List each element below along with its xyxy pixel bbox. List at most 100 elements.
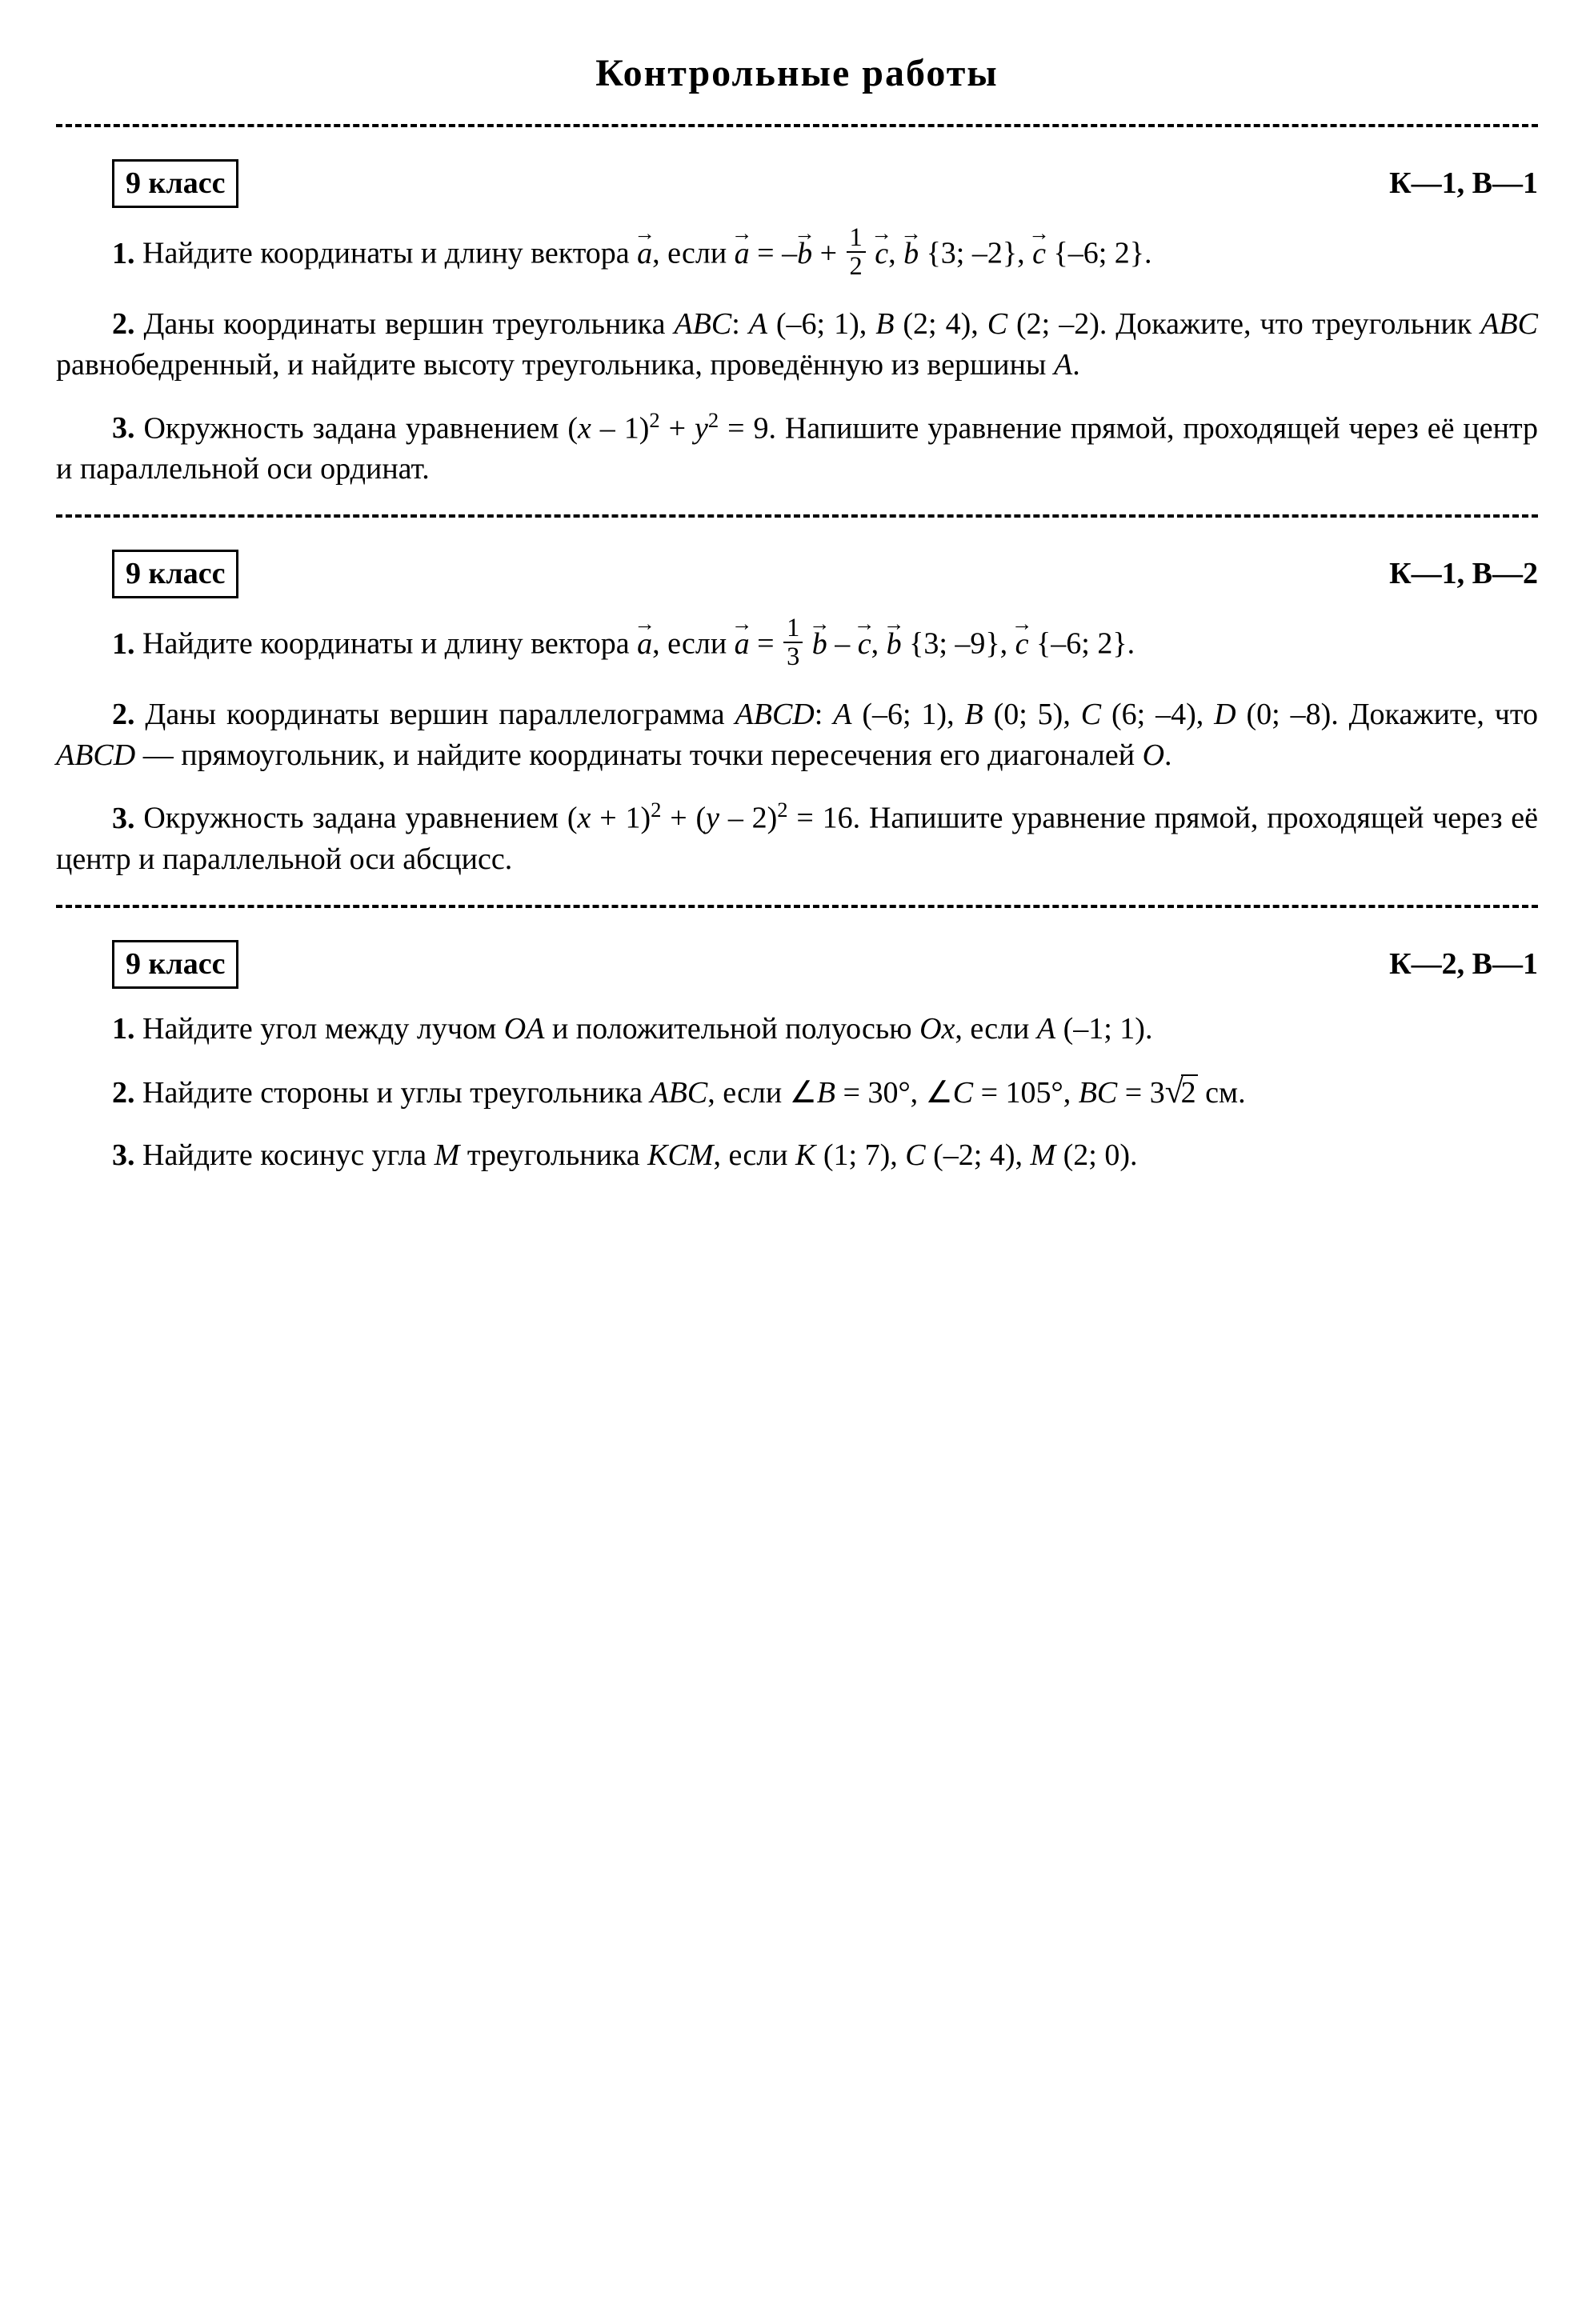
math-var: A — [749, 307, 767, 341]
math-var: OA — [504, 1012, 545, 1046]
text: {3; –9}, — [902, 627, 1015, 661]
text: = 3 — [1117, 1076, 1164, 1110]
text: , если — [714, 1138, 795, 1172]
problem: 3. Окружность задана уравнением (x + 1)2… — [56, 796, 1538, 880]
text: см. — [1198, 1076, 1246, 1110]
text: Найдите косинус угла — [142, 1138, 435, 1172]
text: (2; 4), — [894, 307, 987, 341]
text: (0; –8). Докажите, что — [1236, 698, 1538, 731]
vector-b: b — [812, 624, 827, 665]
math-var: ABC — [674, 307, 731, 341]
text: (6; –4), — [1101, 698, 1214, 731]
vector-b: b — [887, 624, 902, 665]
math-var: x — [578, 411, 591, 445]
divider — [56, 124, 1538, 127]
text: – 1) — [591, 411, 650, 445]
variant-label: К—2, В—1 — [1389, 944, 1538, 985]
text: равнобедренный, и найдите высоту треугол… — [56, 348, 1054, 382]
section-header: 9 класс К—2, В—1 — [56, 940, 1538, 1009]
text: Окружность задана уравнением ( — [143, 802, 577, 835]
text: Найдите координаты и длину вектора — [142, 627, 637, 661]
math-var: B — [875, 307, 894, 341]
divider — [56, 905, 1538, 908]
superscript: 2 — [777, 798, 787, 822]
fraction: 13 — [783, 614, 803, 670]
problem: 2. Даны координаты вершин параллелограмм… — [56, 694, 1538, 777]
problem-number: 2. — [56, 698, 135, 731]
text: (1; 7), — [815, 1138, 905, 1172]
math-var: A — [1054, 348, 1072, 382]
superscript: 2 — [708, 408, 719, 432]
divider — [56, 514, 1538, 518]
math-var: C — [1081, 698, 1101, 731]
problem-number: 2. — [56, 307, 135, 341]
text: , если — [652, 627, 734, 661]
math-var: KCM — [647, 1138, 713, 1172]
grade-box: 9 класс — [112, 940, 238, 989]
text: , если — [955, 1012, 1036, 1046]
problem-number: 1. — [56, 1012, 135, 1046]
math-var: Ox — [919, 1012, 955, 1046]
math-var: y — [695, 411, 708, 445]
problem-number: 2. — [56, 1076, 135, 1110]
math-var: K — [795, 1138, 815, 1172]
text: Окружность задана уравнением ( — [143, 411, 578, 445]
text: Найдите угол между лучом — [142, 1012, 504, 1046]
text: {3; –2}, — [919, 237, 1032, 270]
math-var: A — [1037, 1012, 1055, 1046]
math-var: B — [817, 1076, 835, 1110]
math-var: ABCD — [56, 738, 135, 772]
math-var: ABC — [1480, 307, 1538, 341]
text: : — [815, 698, 833, 731]
text: (–6; 1), — [767, 307, 875, 341]
math-var: M — [1030, 1138, 1055, 1172]
problem: 1. Найдите координаты и длину вектора a,… — [56, 618, 1538, 674]
vector-a: a — [637, 234, 652, 274]
fraction: 12 — [847, 224, 866, 280]
text: . — [1164, 738, 1172, 772]
text: – 2) — [719, 802, 777, 835]
text: (–2; 4), — [926, 1138, 1031, 1172]
math-var: y — [706, 802, 719, 835]
sqrt: 2 — [1165, 1070, 1198, 1114]
text: (–1; 1). — [1055, 1012, 1152, 1046]
vector-a: a — [735, 234, 750, 274]
section-header: 9 класс К—1, В—1 — [56, 159, 1538, 228]
text: {–6; 2}. — [1046, 237, 1152, 270]
text: (2; 0). — [1055, 1138, 1137, 1172]
page-title: Контрольные работы — [56, 48, 1538, 100]
problem-number: 3. — [56, 411, 135, 445]
math-var: O — [1143, 738, 1164, 772]
math-var: D — [1214, 698, 1236, 731]
problem-number: 1. — [56, 627, 135, 661]
text: Найдите стороны и углы треугольника — [142, 1076, 650, 1110]
math-var: C — [905, 1138, 925, 1172]
text: (0; 5), — [983, 698, 1081, 731]
text: , если — [652, 237, 734, 270]
text: + ( — [661, 802, 706, 835]
vector-c: c — [858, 624, 871, 665]
text: Даны координаты вершин параллелограмма — [145, 698, 735, 731]
math-var: x — [578, 802, 591, 835]
problem: 3. Найдите косинус угла M треугольника K… — [56, 1135, 1538, 1176]
text: {–6; 2}. — [1029, 627, 1135, 661]
text: = 30°, ∠ — [835, 1076, 953, 1110]
vector-b: b — [797, 234, 812, 274]
math-var: ABC — [650, 1076, 707, 1110]
problem: 1. Найдите угол между лучом OA и положит… — [56, 1009, 1538, 1050]
problem: 1. Найдите координаты и длину вектора a,… — [56, 228, 1538, 284]
text: + — [660, 411, 695, 445]
text: + 1) — [591, 802, 651, 835]
section-header: 9 класс К—1, В—2 — [56, 550, 1538, 618]
text: и положительной полуосью — [544, 1012, 919, 1046]
problem: 2. Даны координаты вершин треугольника A… — [56, 304, 1538, 386]
math-var: ABCD — [735, 698, 815, 731]
text: . — [1072, 348, 1080, 382]
vector-c: c — [1015, 624, 1029, 665]
superscript: 2 — [651, 798, 661, 822]
vector-c: c — [1032, 234, 1046, 274]
math-var: C — [953, 1076, 973, 1110]
text: Найдите координаты и длину вектора — [142, 237, 637, 270]
math-var: BC — [1079, 1076, 1118, 1110]
vector-b: b — [903, 234, 919, 274]
